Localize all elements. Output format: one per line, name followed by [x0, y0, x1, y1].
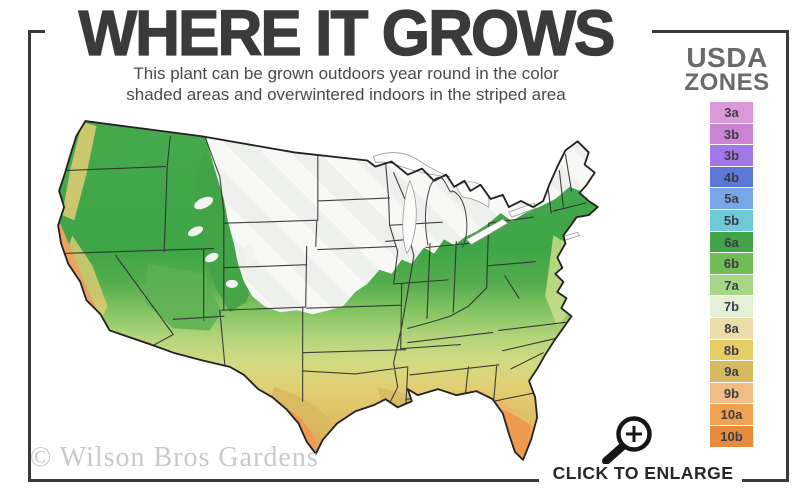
page-title: WHERE IT GROWS	[78, 0, 616, 70]
legend-zone-swatch: 8a	[710, 317, 753, 339]
subtitle: This plant can be grown outdoors year ro…	[40, 63, 652, 105]
legend-zone-label: 3b	[723, 148, 740, 164]
legend-zone-swatch: 3a	[710, 102, 753, 123]
frame-left-edge	[28, 30, 31, 482]
legend-zone-swatch: 9a	[710, 361, 753, 382]
watermark: © Wilson Bros Gardens	[30, 442, 319, 473]
legend-zone-label: 4b	[723, 169, 740, 185]
map-ca-coast-orange-region	[58, 223, 128, 353]
legend-title-zones: ZONES	[684, 69, 770, 96]
legend-title: USDA ZONES	[663, 44, 791, 95]
legend-zone-swatch: 3b	[710, 145, 753, 166]
legend-zone-label: 9b	[723, 385, 740, 401]
legend-zone-swatch: 6b	[710, 253, 753, 274]
frame-top-right-segment	[652, 30, 789, 33]
legend-zone-label: 3a	[724, 105, 739, 120]
lake-ontario	[508, 202, 537, 218]
legend-zone-label: 5a	[724, 191, 739, 207]
legend-zone-label: 6b	[723, 256, 740, 272]
lake-huron	[455, 181, 490, 208]
us-map-svg	[57, 120, 599, 461]
usda-zones-map[interactable]	[52, 114, 618, 468]
great-lakes	[372, 152, 581, 255]
legend-zone-label: 10b	[720, 428, 743, 444]
magnifier-plus-icon[interactable]	[598, 406, 656, 464]
legend-zone-label: 6a	[724, 234, 739, 250]
map-texas-tan-region	[268, 387, 335, 440]
frame-bottom-right-segment	[742, 479, 789, 482]
legend-zone-label: 5b	[723, 212, 740, 228]
legend-zone-swatch: 5b	[710, 209, 753, 231]
frame-right-edge	[786, 30, 789, 482]
legend-zone-swatch: 9b	[710, 382, 753, 404]
usda-zone-legend: 3a 3b 3b 4b 5a 5b 6a 6b 7a 7b 8a 8b 9a 9b 10a 10b	[710, 102, 753, 448]
lake-superior	[372, 152, 451, 178]
click-to-enlarge-button[interactable]: CLICK TO ENLARGE	[552, 463, 734, 483]
legend-zone-swatch: 10a	[710, 404, 753, 425]
legend-zone-label: 8a	[724, 320, 739, 336]
legend-zone-swatch: 8b	[710, 339, 753, 361]
subtitle-line-1: This plant can be grown outdoors year ro…	[133, 64, 559, 83]
map-nw-coast-yellow-region	[62, 122, 97, 221]
legend-zone-label: 8b	[723, 342, 740, 358]
legend-zone-label: 7a	[724, 277, 739, 293]
michigan-mitten-outline	[425, 176, 468, 248]
frame-bottom-left-segment	[28, 479, 539, 482]
legend-zone-label: 7b	[723, 299, 740, 315]
legend-title-usda: USDA	[686, 42, 768, 73]
frame-top-left-segment	[28, 30, 45, 33]
map-great-basin-green-region	[144, 263, 222, 331]
legend-zone-label: 10a	[720, 407, 743, 423]
legend-zone-label: 3b	[723, 126, 740, 142]
legend-zone-swatch: 7a	[710, 274, 753, 296]
legend-zone-swatch: 10b	[710, 425, 753, 447]
subtitle-line-2: shaded areas and overwintered indoors in…	[126, 85, 566, 104]
map-elevation-speckles	[187, 196, 256, 288]
legend-zone-swatch: 7b	[710, 296, 753, 317]
map-ca-valley-yellow-region	[66, 235, 108, 322]
legend-zone-swatch: 3b	[710, 123, 753, 145]
lake-erie	[465, 218, 509, 245]
lake-michigan	[402, 179, 417, 255]
legend-zone-label: 9a	[724, 364, 739, 380]
legend-zone-swatch: 5a	[710, 188, 753, 209]
legend-zone-swatch: 6a	[710, 231, 753, 253]
legend-zone-swatch: 4b	[710, 166, 753, 188]
map-south-florida-orange-region	[502, 409, 532, 460]
